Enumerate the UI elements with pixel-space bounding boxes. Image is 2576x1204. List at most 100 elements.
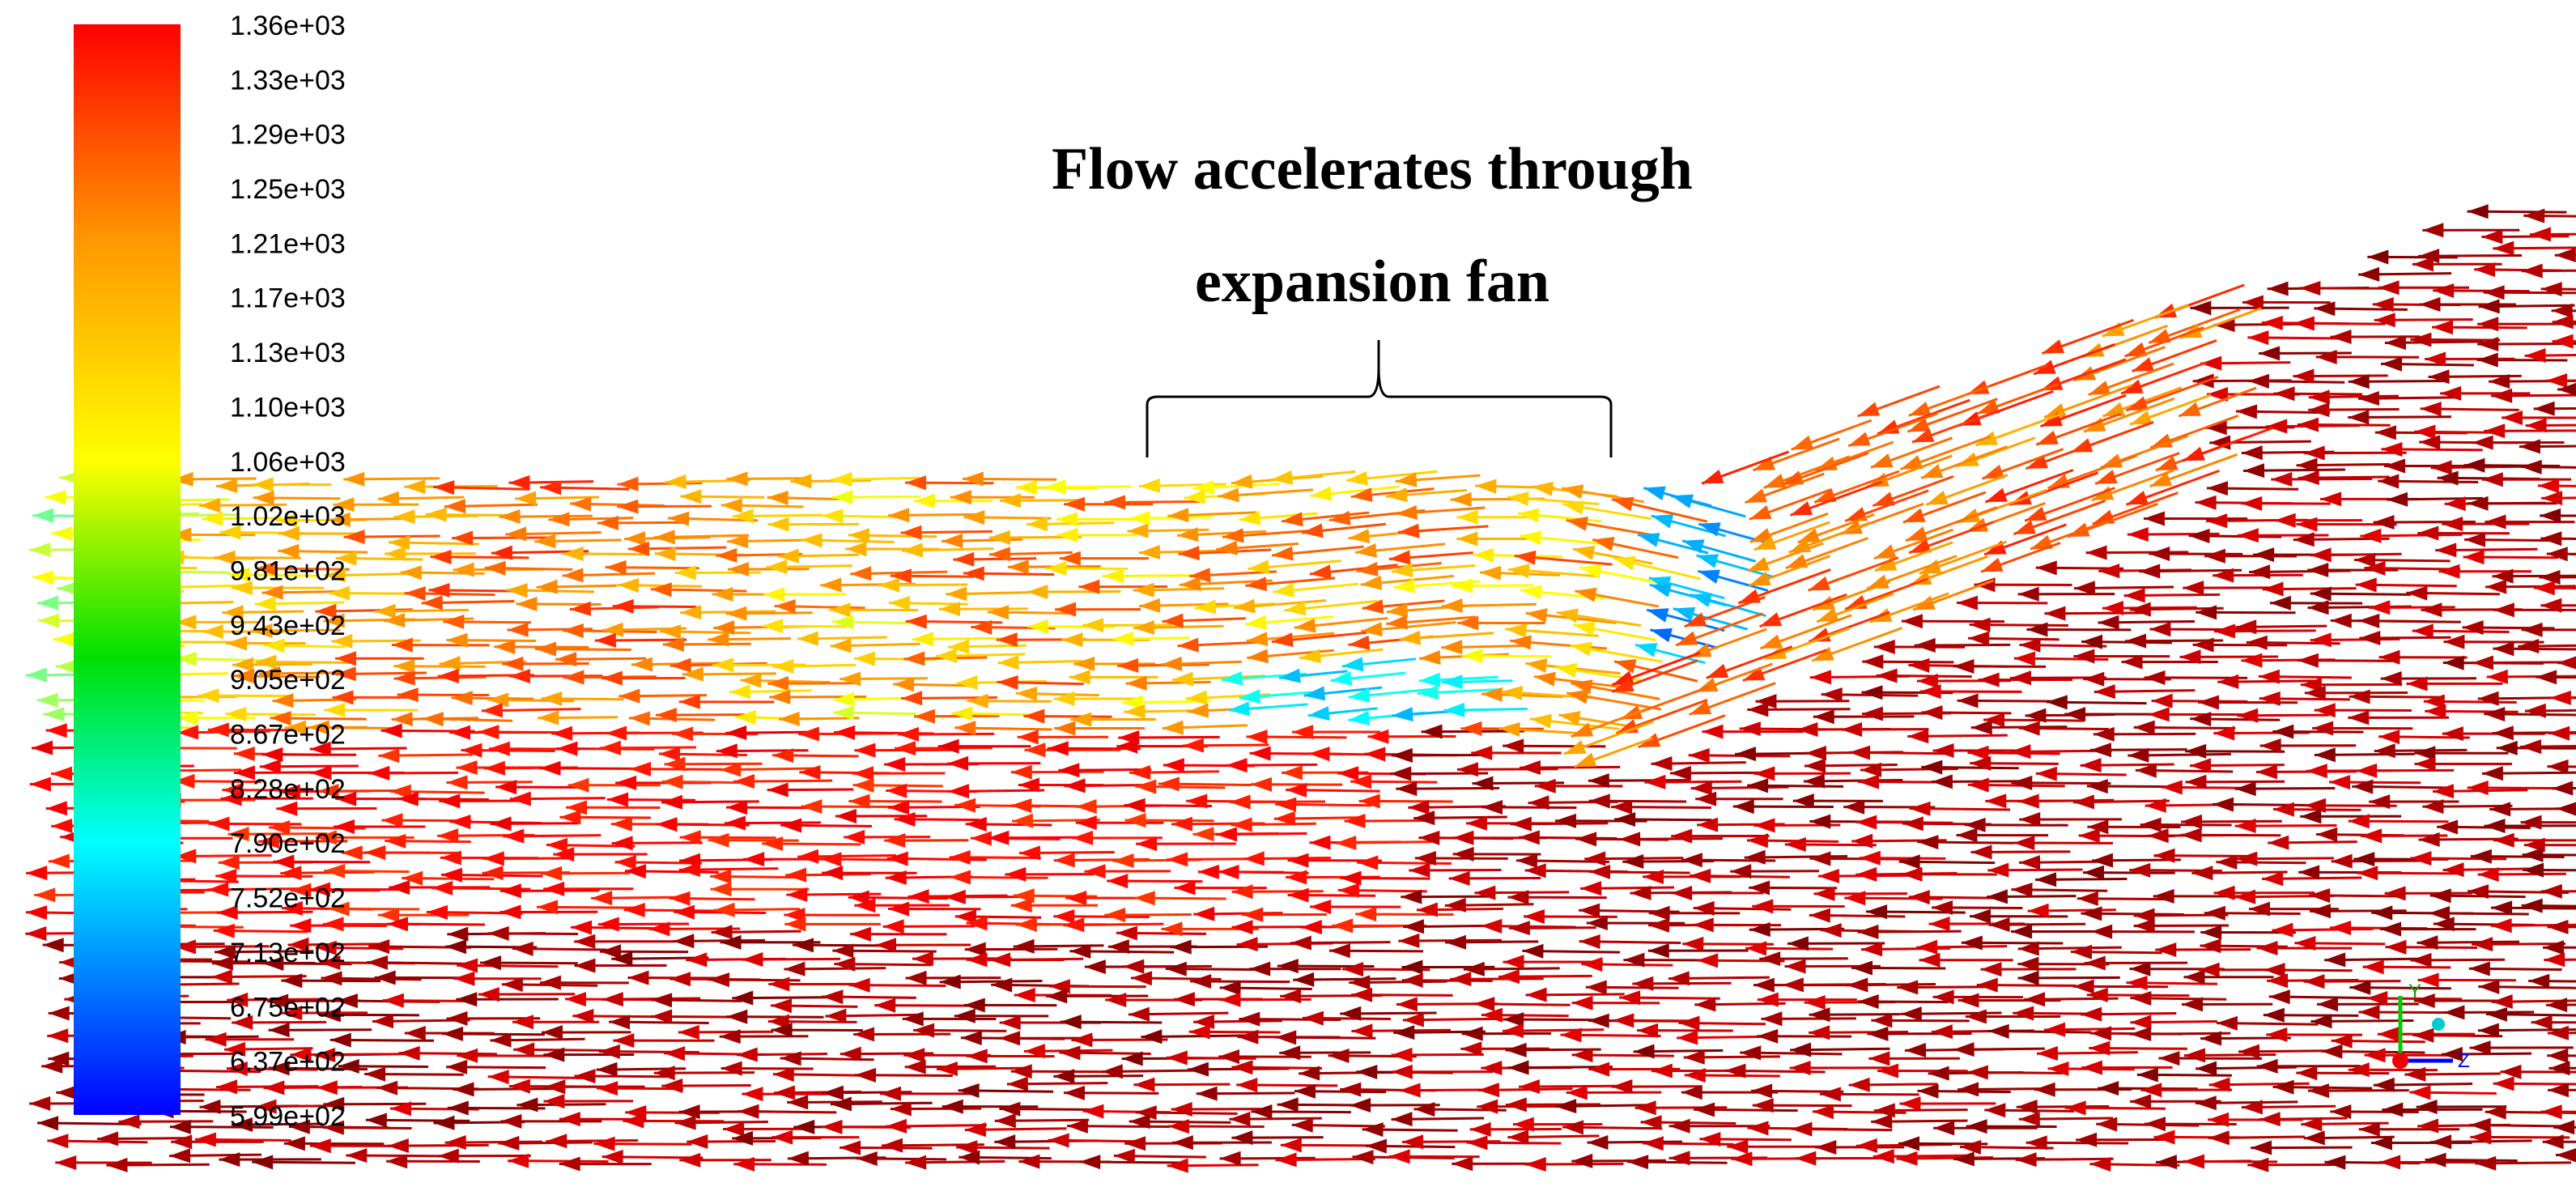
- vector-head: [2492, 568, 2514, 584]
- vector-head: [398, 1045, 420, 1061]
- vector-head: [1391, 563, 1413, 578]
- vector-head: [374, 970, 396, 985]
- vector-head: [1908, 657, 1930, 673]
- vector-head: [2420, 402, 2442, 417]
- vector-head: [440, 867, 463, 883]
- vector-head: [2491, 900, 2513, 916]
- vector-head: [199, 498, 221, 513]
- vector-head: [571, 920, 593, 935]
- vector-head: [1402, 919, 1425, 934]
- vector-head: [2274, 513, 2296, 528]
- vector-head: [1986, 889, 2009, 904]
- vector-head: [2158, 1051, 2180, 1066]
- vector-head: [854, 898, 876, 913]
- vector-head: [315, 940, 337, 955]
- vector-head: [390, 1101, 412, 1117]
- vector-head: [1614, 812, 1636, 827]
- vector-head: [2310, 1014, 2332, 1029]
- vector-head: [2477, 317, 2499, 332]
- vector-head: [1355, 542, 1377, 558]
- vector-head: [1072, 830, 1094, 845]
- vector-head: [2380, 921, 2402, 937]
- vector-head: [2384, 458, 2406, 474]
- vector-head: [202, 624, 223, 640]
- vector-head: [964, 1122, 986, 1138]
- vector-head: [1460, 721, 1482, 736]
- vector-head: [1857, 402, 1881, 417]
- vector-head: [2024, 992, 2046, 1007]
- vector-head: [2477, 691, 2499, 706]
- vector-head: [1507, 1060, 1529, 1075]
- vector-head: [1562, 484, 1584, 500]
- vector-head: [1006, 1076, 1028, 1091]
- vector-head: [822, 989, 844, 1005]
- vector-head: [1503, 738, 1524, 754]
- vector-head: [601, 622, 623, 637]
- vector-head: [1873, 639, 1895, 654]
- vector-head: [512, 941, 533, 956]
- vector-head: [1763, 474, 1787, 488]
- vector-head: [963, 998, 985, 1013]
- vector-head: [97, 1131, 119, 1147]
- vector-head: [1985, 487, 2008, 503]
- vector-head: [2310, 632, 2332, 648]
- vector-head: [2133, 908, 2155, 923]
- vector-head: [1177, 527, 1199, 542]
- vector-head: [1809, 851, 1831, 866]
- vector-head: [1413, 1102, 1435, 1117]
- vector-head: [767, 1014, 789, 1029]
- vector-head: [25, 925, 47, 941]
- vector-head: [536, 579, 558, 594]
- vector-head: [1682, 936, 1704, 951]
- vector-head: [2435, 542, 2457, 558]
- vector-head: [830, 1096, 852, 1112]
- vector-head: [495, 780, 517, 795]
- vector-head: [729, 684, 750, 700]
- vector-head: [215, 944, 236, 959]
- vector-head: [1967, 777, 1989, 793]
- vector-head: [606, 792, 629, 807]
- vector-head: [322, 1120, 344, 1135]
- vector-head: [281, 1006, 303, 1021]
- vector-head: [2306, 764, 2327, 779]
- vector-head: [2251, 1140, 2272, 1155]
- vector-head: [2070, 438, 2094, 453]
- vector-head: [1219, 1151, 1241, 1166]
- vector-head: [2348, 814, 2370, 829]
- vector-head: [2519, 439, 2540, 454]
- vector-head: [678, 1104, 700, 1120]
- vector-head: [721, 498, 742, 513]
- vector-head: [1507, 1130, 1529, 1145]
- vector-head: [1611, 1079, 1633, 1095]
- vector-head: [343, 529, 365, 544]
- vector-head: [1970, 720, 1992, 735]
- vector-head: [2208, 1130, 2230, 1146]
- vector-head: [2190, 758, 2212, 773]
- vector-head: [443, 615, 465, 630]
- vector-head: [1871, 1013, 1893, 1028]
- vector-head: [2554, 248, 2576, 263]
- vector-head: [1060, 1015, 1082, 1030]
- vector-head: [323, 1096, 345, 1112]
- vector-head: [606, 725, 627, 741]
- vector-head: [2303, 445, 2325, 461]
- vector-head: [2377, 1027, 2399, 1042]
- vector-head: [1970, 755, 1992, 771]
- vector-head: [954, 909, 976, 925]
- colorbar-label: 1.02e+03: [230, 501, 346, 532]
- vector-head: [2161, 780, 2183, 795]
- vector-head: [2208, 1112, 2230, 1127]
- vector-head: [1286, 870, 1307, 885]
- vector-head: [2469, 1117, 2491, 1133]
- vector-head: [1127, 523, 1149, 538]
- vector-head: [822, 1085, 844, 1100]
- vector-head: [48, 1006, 70, 1021]
- vector-head: [216, 904, 238, 920]
- vector-head: [377, 908, 399, 923]
- vector-head: [2121, 379, 2144, 394]
- vector-head: [2188, 528, 2210, 543]
- vector-head: [1643, 869, 1664, 884]
- vector-head: [2533, 581, 2555, 596]
- vector-head: [1684, 1068, 1706, 1083]
- vector-head: [833, 691, 855, 707]
